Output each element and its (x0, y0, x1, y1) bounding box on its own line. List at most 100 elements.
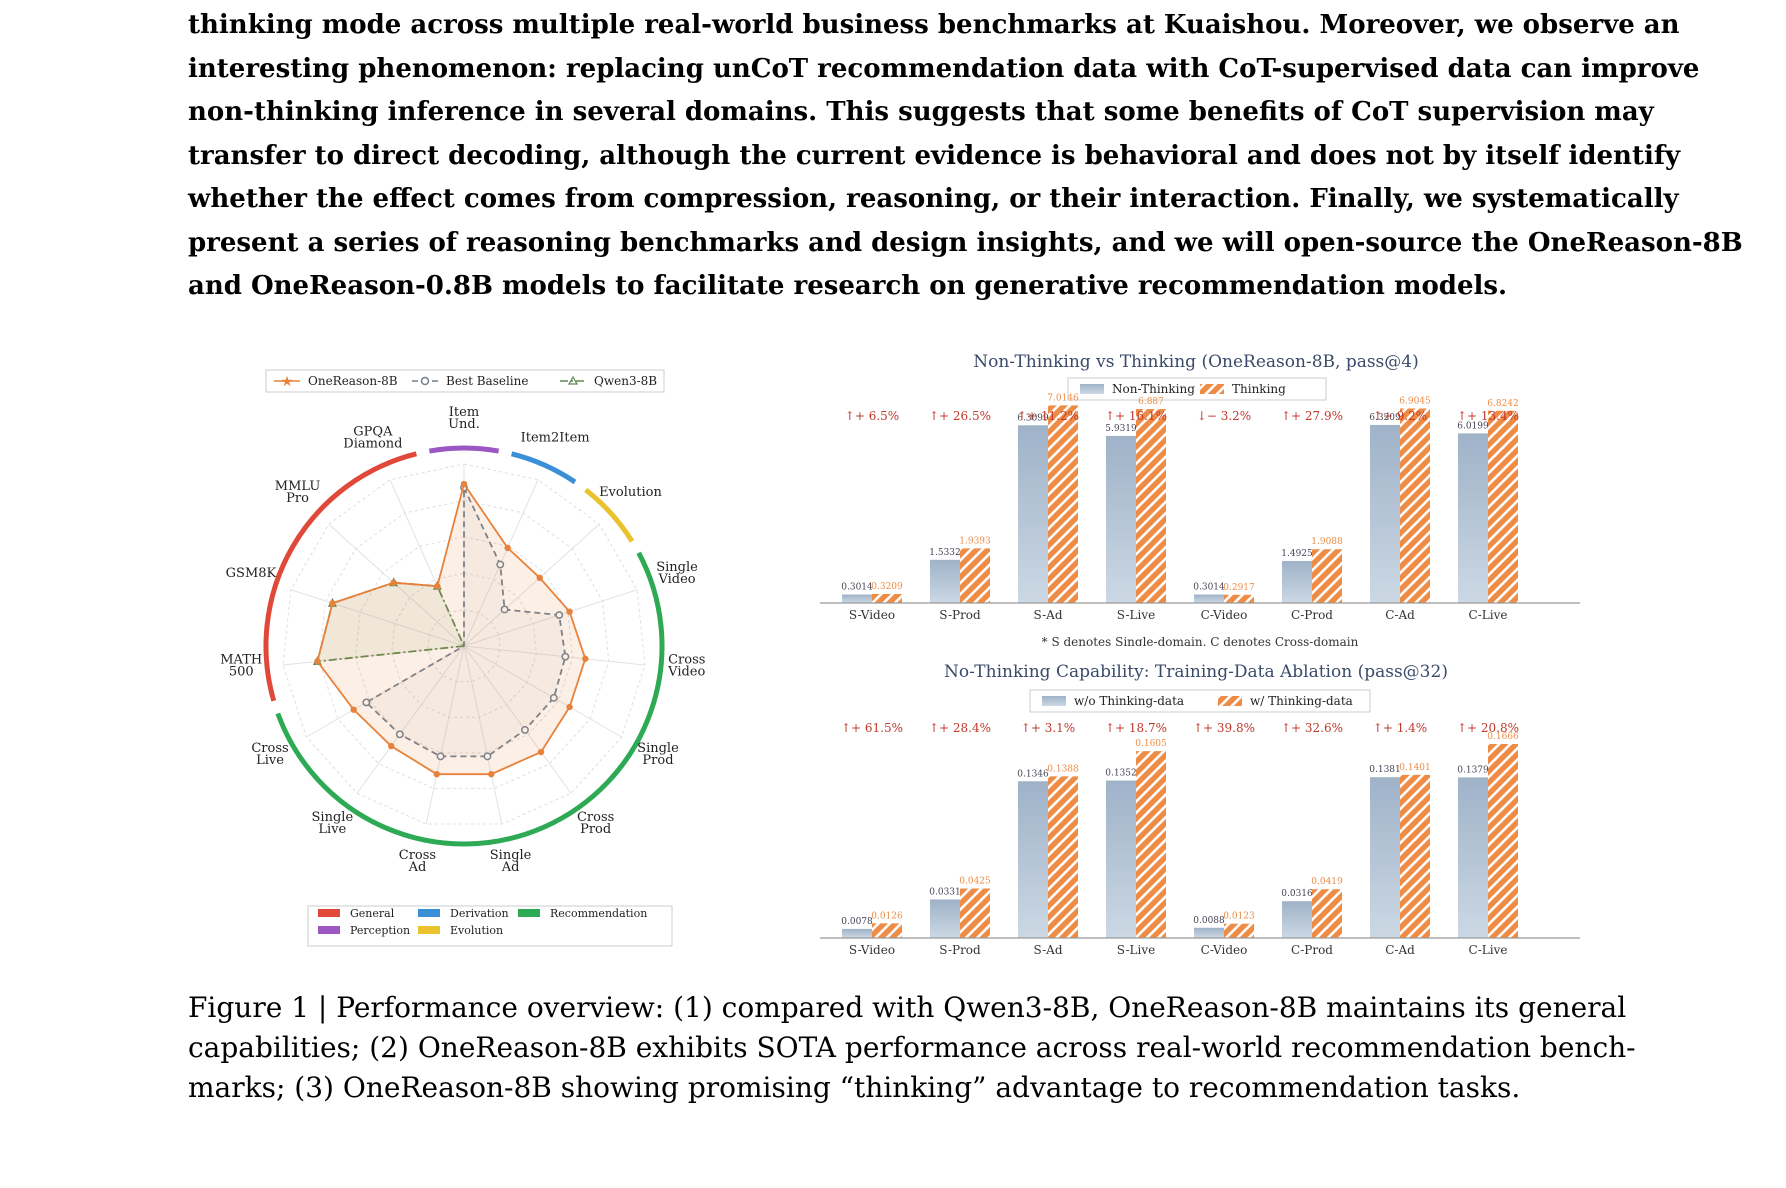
radar-point (566, 608, 573, 615)
category-legend-swatch (318, 909, 340, 917)
radar-axis-label-part: Ad (408, 860, 427, 875)
bar-nonthinking (1018, 781, 1048, 938)
bar-legend-box (1067, 377, 1327, 401)
radar-axis-label: Cross Prod (577, 810, 614, 837)
radar-axis-label-part: Single (490, 848, 532, 863)
radar-spoke (463, 589, 638, 647)
bar-delta-label: ↑+ 9.2% (1373, 409, 1427, 423)
bar-nonthinking (1458, 777, 1488, 938)
radar-point (388, 742, 395, 750)
radar-axis-label-part: Live (318, 822, 346, 837)
bar-legend-label: Non-Thinking (1112, 382, 1195, 396)
category-legend-label: Recommendation (550, 907, 647, 920)
abstract-line: and OneReason-0.8B models to facilitate … (188, 271, 1508, 301)
radar-axis-label-part: Prod (642, 753, 673, 768)
ablation-bar-chart: No-Thinking Capability: Training-Data Ab… (820, 662, 1580, 957)
radar-axis-label-part: MMLU (275, 479, 321, 494)
bar-thinking (960, 548, 990, 603)
radar-axis-label-part: Cross (251, 741, 288, 756)
figure-caption: Figure 1 | Performance overview: (1) com… (188, 988, 1636, 1108)
bar-value-label: 6.3099 (1017, 413, 1049, 423)
radar-point (566, 703, 573, 711)
radar-series-line (316, 481, 587, 776)
radar-point (483, 752, 492, 761)
category-legend-swatch (318, 926, 340, 934)
bar-delta-label: ↑+ 28.4% (929, 721, 991, 735)
radar-category-arc (584, 487, 635, 543)
bar-value-label: 0.0419 (1311, 877, 1343, 887)
radar-point (504, 544, 511, 552)
radar-point (536, 574, 543, 582)
radar-point (434, 582, 441, 590)
bar-thinking (872, 593, 902, 603)
bar-value-label: 6.8242 (1487, 399, 1519, 409)
bar-thinking (872, 923, 902, 938)
radar-axis-label-part: Single (637, 741, 679, 756)
radar-axis-label: Single Prod (637, 741, 679, 768)
bar-value-label: 0.1379 (1457, 765, 1489, 775)
radar-legend-box (265, 369, 665, 393)
bar-value-label: 0.1605 (1135, 739, 1167, 749)
bar-thinking (1312, 889, 1342, 938)
bar-category-label: C-Ad (1385, 943, 1415, 957)
bar-delta-label: ↑+ 1.4% (1373, 721, 1427, 735)
radar-axis-label: Cross Video (667, 652, 705, 679)
bar-value-label: 0.2917 (1223, 583, 1255, 593)
radar-point (350, 706, 357, 713)
caption-line: marks; (3) OneReason-8B showing promisin… (188, 1071, 1521, 1104)
radar-point (362, 698, 371, 707)
radar-axis-label: Single Video (656, 560, 698, 587)
bar-value-label: 0.1401 (1399, 763, 1431, 773)
bar-value-label: 0.3209 (871, 582, 903, 592)
radar-axis-label-part: GPQA (353, 424, 393, 439)
bar-delta-label: ↑+ 18.7% (1105, 721, 1167, 735)
radar-point (395, 730, 404, 739)
radar-point (390, 579, 397, 586)
radar-axis-label-part: Evolution (599, 485, 662, 500)
radar-spoke (463, 645, 622, 738)
thinking-bar-chart: Non-Thinking vs Thinking (OneReason-8B, … (820, 352, 1580, 646)
chart-footnote: * S denotes Single-domain, C denotes Cro… (1042, 635, 1359, 646)
radar-axis-label-part: Pro (286, 491, 309, 506)
bar-value-label: 7.0146 (1047, 393, 1079, 403)
abstract-line: interesting phenomenon: replacing unCoT … (188, 53, 1700, 84)
bar-value-label: 1.9393 (959, 536, 991, 546)
radar-category-arc (263, 451, 417, 702)
bar-value-label: 0.0316 (1281, 889, 1313, 899)
radar-axis-label-part: Video (667, 664, 705, 679)
bar-delta-label: ↓− 3.2% (1197, 409, 1251, 423)
radar-axis-label-part: Cross (577, 810, 614, 825)
abstract-text: thinking mode across multiple real-world… (188, 4, 1743, 309)
radar-axis-label-part: GSM8K (226, 566, 277, 581)
bar-legend-label: w/ Thinking-data (1250, 694, 1353, 708)
bar-category-label: S-Prod (939, 943, 981, 957)
bar-value-label: 1.5332 (929, 548, 961, 558)
bar-category-label: C-Ad (1385, 608, 1415, 622)
bar-value-label: 6.0199 (1457, 421, 1489, 431)
category-legend-label: General (350, 907, 395, 920)
radar-category-arc (428, 445, 500, 454)
radar-spoke (463, 523, 600, 647)
abstract-line: non-thinking inference in several domain… (188, 97, 1654, 127)
bar-delta-label: ↑+ 16.1% (1105, 409, 1167, 423)
radar-category-arc (275, 551, 665, 847)
abstract-line: whether the effect comes from compressio… (188, 184, 1679, 214)
bar-nonthinking (1106, 435, 1136, 603)
bar-delta-label: ↑+ 32.6% (1281, 721, 1343, 735)
category-legend-label: Evolution (450, 924, 503, 937)
radar-axis-label-part: Video (657, 572, 695, 587)
bar-category-label: C-Prod (1291, 943, 1333, 957)
bar-value-label: 1.9088 (1311, 537, 1343, 547)
category-legend-swatch (418, 926, 440, 934)
bar-legend-swatch (1200, 384, 1224, 394)
category-legend-label: Perception (350, 924, 410, 937)
bar-legend-swatch (1218, 696, 1242, 706)
radar-point (537, 748, 545, 756)
radar-point (500, 605, 509, 614)
radar-axis-label: GSM8K (226, 566, 277, 581)
radar-axis-label: Item2Item (521, 430, 590, 445)
bar-thinking (1400, 408, 1430, 603)
radar-spoke (356, 645, 465, 794)
radar-point (488, 770, 495, 778)
